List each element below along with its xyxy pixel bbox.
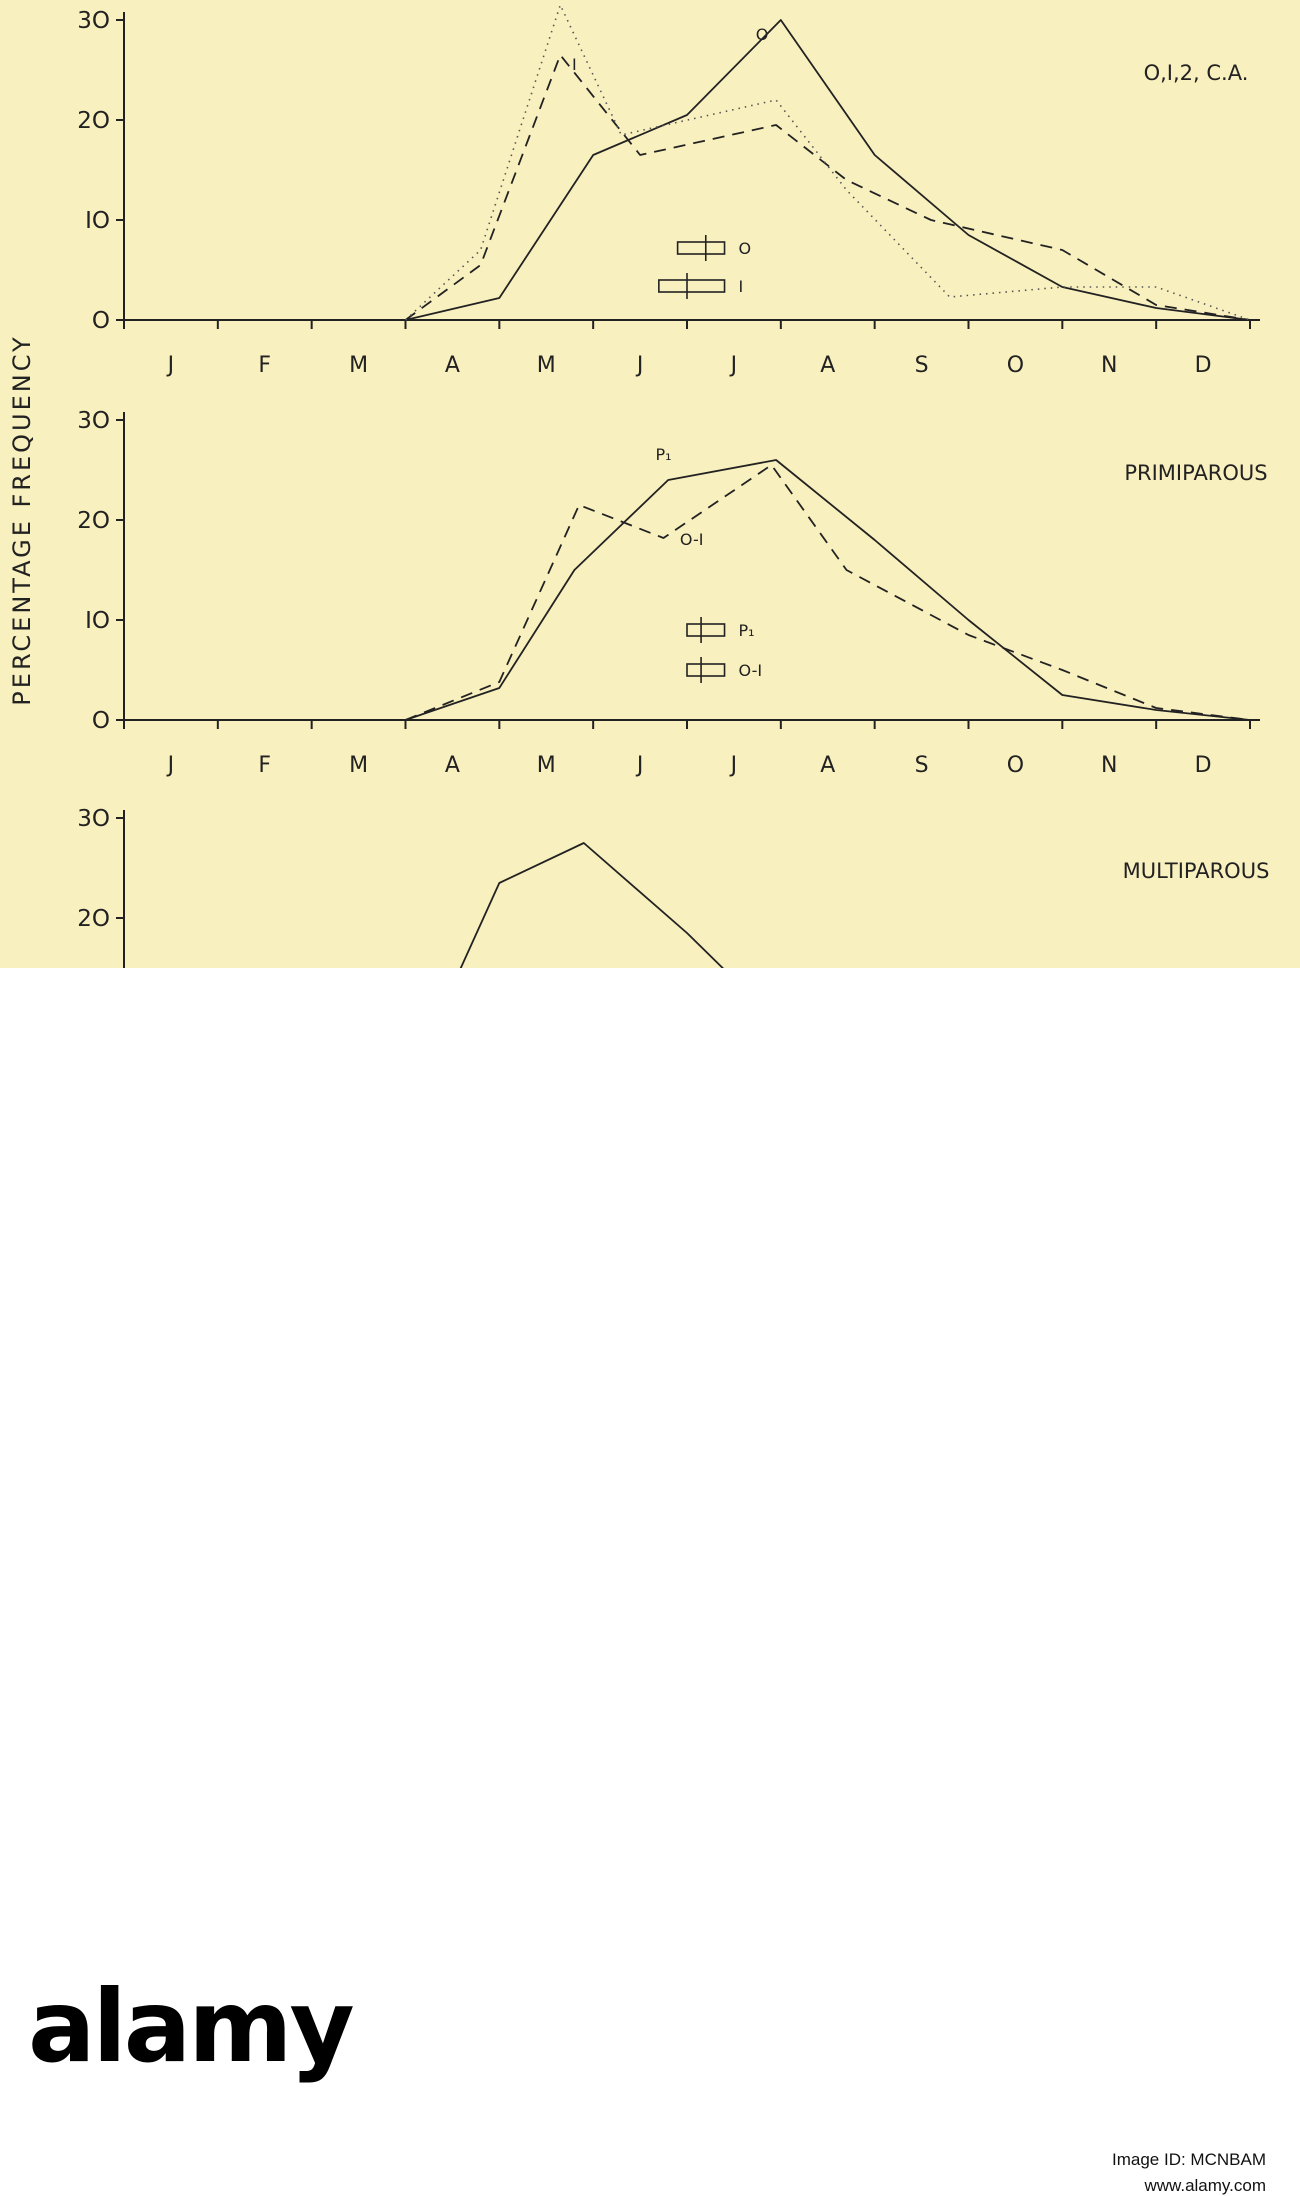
month-label: M: [537, 353, 556, 378]
month-label: J: [166, 353, 175, 378]
y-tick-label: 2O: [77, 508, 110, 534]
y-tick-label: 2O: [77, 108, 110, 134]
y-tick-label: 3O: [77, 408, 110, 434]
series-line-dashed: [405, 464, 1251, 721]
image-id-label: Image ID: MCNBAM: [1112, 2150, 1266, 2169]
legend-range-box: [676, 241, 726, 255]
series-label: O: [756, 25, 769, 44]
series-line-solid: [405, 19, 1251, 321]
month-label: A: [820, 353, 835, 378]
legend-range-box: [658, 279, 726, 293]
month-label: F: [258, 353, 271, 378]
panel-title: MULTIPAROUS: [1123, 859, 1270, 883]
legend-label: I: [739, 277, 744, 296]
month-label: S: [915, 353, 929, 378]
legend-range-box: [686, 663, 726, 677]
month-label: A: [445, 353, 460, 378]
series-label: O-I: [680, 530, 704, 549]
month-label: D: [1195, 353, 1212, 378]
month-label: M: [537, 753, 556, 778]
series-line-solid: [405, 459, 1251, 721]
y-tick-label: 2O: [77, 906, 110, 932]
month-label: O: [1007, 753, 1024, 778]
month-label: J: [635, 753, 644, 778]
y-axis-title: PERCENTAGE FREQUENCY: [8, 334, 36, 705]
legend-label: P₁: [739, 621, 755, 640]
month-label: J: [635, 353, 644, 378]
brand-logo: alamy: [28, 1968, 355, 2085]
legend-label: O-I: [739, 661, 763, 680]
watermark-footer: alamy Image ID: MCNBAM www.alamy.com: [0, 968, 1300, 2195]
month-label: F: [258, 753, 271, 778]
y-tick-label: O: [92, 708, 110, 734]
panel-title: PRIMIPAROUS: [1124, 461, 1267, 485]
series-line-dotted: [404, 4, 1251, 321]
month-label: N: [1101, 753, 1117, 778]
month-label: A: [820, 753, 835, 778]
month-label: D: [1195, 753, 1212, 778]
month-label: S: [915, 753, 929, 778]
y-tick-label: IO: [85, 608, 110, 634]
series-line-dashed: [404, 54, 1251, 321]
panel-title: O,I,2, C.A.: [1144, 61, 1249, 85]
month-label: O: [1007, 353, 1024, 378]
y-tick-label: O: [92, 308, 110, 334]
legend-range-box: [686, 623, 726, 637]
series-label: P₁: [656, 445, 672, 464]
y-tick-label: 3O: [77, 806, 110, 832]
chart-area: PERCENTAGE FREQUENCY O IO 2O 3O J F M A M J J A S O N D…: [0, 0, 1300, 1176]
month-label: N: [1101, 353, 1117, 378]
month-label: M: [349, 353, 368, 378]
month-label: J: [729, 353, 738, 378]
month-label: J: [729, 753, 738, 778]
y-tick-label: IO: [85, 208, 110, 234]
month-label: A: [445, 753, 460, 778]
series-label: I: [572, 55, 577, 74]
series-line-solid: [311, 842, 1251, 1119]
series-label: 2: [555, 0, 565, 4]
month-label: M: [349, 753, 368, 778]
y-tick-label: 3O: [77, 8, 110, 34]
legend-label: O: [739, 239, 752, 258]
site-url-label: www.alamy.com: [1144, 2176, 1266, 2195]
month-label: J: [166, 753, 175, 778]
